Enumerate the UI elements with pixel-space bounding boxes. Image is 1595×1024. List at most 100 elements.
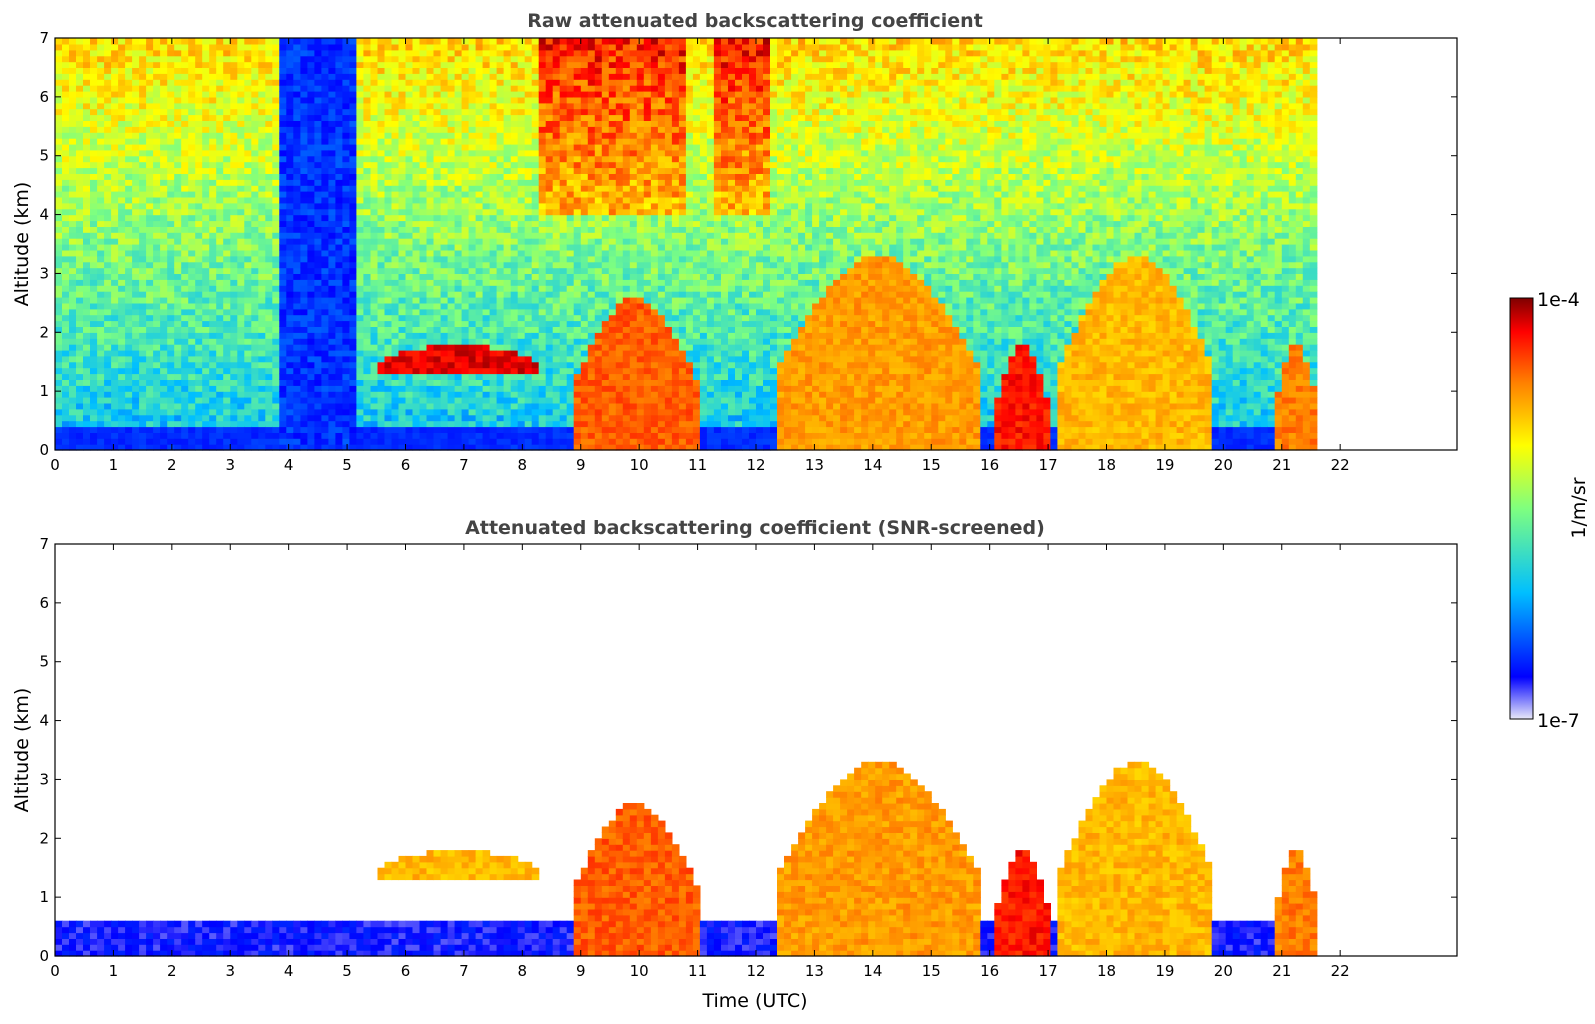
heatmap-cell bbox=[272, 208, 280, 216]
heatmap-cell bbox=[517, 102, 526, 110]
heatmap-cell bbox=[545, 73, 554, 80]
heatmap-cell bbox=[62, 161, 70, 169]
heatmap-cell bbox=[167, 38, 175, 45]
heatmap-cell bbox=[265, 43, 273, 51]
heatmap-cell bbox=[517, 420, 526, 428]
heatmap-cell bbox=[153, 149, 161, 157]
heatmap-cell bbox=[370, 49, 379, 57]
heatmap-cell bbox=[69, 43, 77, 51]
heatmap-cell bbox=[545, 55, 554, 63]
heatmap-cell bbox=[531, 143, 540, 151]
heatmap-cell bbox=[391, 338, 400, 345]
heatmap-cell bbox=[363, 232, 371, 239]
heatmap-cell bbox=[160, 202, 168, 210]
heatmap-cell bbox=[419, 361, 428, 369]
heatmap-cell bbox=[384, 338, 393, 345]
heatmap-cell bbox=[440, 402, 449, 410]
heatmap-cell bbox=[440, 149, 449, 157]
heatmap-cell bbox=[272, 138, 280, 145]
heatmap-cell bbox=[139, 167, 147, 174]
heatmap-cell bbox=[412, 344, 421, 351]
heatmap-cell bbox=[384, 120, 393, 127]
heatmap-cell bbox=[279, 238, 287, 245]
heatmap-cell bbox=[83, 297, 91, 304]
heatmap-cell bbox=[538, 185, 547, 192]
heatmap-cell bbox=[524, 444, 533, 451]
heatmap-cell bbox=[216, 79, 224, 86]
heatmap-cell bbox=[272, 73, 280, 80]
heatmap-cell bbox=[321, 232, 329, 239]
heatmap-cell bbox=[342, 361, 350, 369]
heatmap-cell bbox=[300, 279, 308, 286]
heatmap-cell bbox=[454, 408, 463, 416]
heatmap-cell bbox=[118, 308, 126, 316]
heatmap-cell bbox=[335, 355, 343, 363]
heatmap-cell bbox=[202, 149, 210, 157]
heatmap-cell bbox=[174, 379, 182, 386]
heatmap-cell bbox=[251, 43, 259, 51]
heatmap-cell bbox=[370, 326, 379, 333]
heatmap-cell bbox=[300, 179, 308, 186]
heatmap-cell bbox=[503, 191, 512, 198]
heatmap-cell bbox=[363, 373, 371, 380]
heatmap-cell bbox=[538, 255, 547, 263]
heatmap-cell bbox=[307, 114, 315, 121]
heatmap-cell bbox=[433, 161, 442, 169]
heatmap-cell bbox=[223, 302, 231, 310]
heatmap-cell bbox=[139, 255, 147, 263]
heatmap-cell bbox=[503, 79, 512, 86]
heatmap-cell bbox=[314, 373, 322, 380]
heatmap-cell bbox=[503, 185, 512, 192]
heatmap-cell bbox=[412, 132, 421, 139]
heatmap-cell bbox=[174, 432, 182, 439]
heatmap-cell bbox=[391, 438, 400, 445]
heatmap-cell bbox=[160, 367, 168, 375]
heatmap-cell bbox=[139, 244, 147, 251]
heatmap-cell bbox=[342, 120, 350, 127]
heatmap-cell bbox=[167, 279, 175, 286]
heatmap-cell bbox=[328, 385, 336, 392]
heatmap-cell bbox=[223, 138, 231, 145]
heatmap-cell bbox=[363, 185, 371, 192]
heatmap-cell bbox=[90, 208, 98, 216]
heatmap-cell bbox=[503, 114, 512, 121]
heatmap-cell bbox=[195, 308, 203, 316]
heatmap-cell bbox=[244, 202, 252, 210]
heatmap-cell bbox=[328, 85, 336, 92]
heatmap-cell bbox=[314, 432, 322, 439]
heatmap-cell bbox=[307, 244, 315, 251]
heatmap-cell bbox=[433, 102, 442, 110]
heatmap-cell bbox=[489, 344, 498, 351]
heatmap-cell bbox=[237, 91, 245, 98]
heatmap-cell bbox=[55, 238, 63, 245]
heatmap-cell bbox=[251, 426, 259, 433]
heatmap-cell bbox=[181, 279, 189, 286]
heatmap-cell bbox=[489, 91, 498, 98]
heatmap-cell bbox=[118, 114, 126, 121]
heatmap-cell bbox=[447, 179, 456, 186]
heatmap-cell bbox=[293, 426, 301, 433]
heatmap-cell bbox=[398, 73, 407, 80]
heatmap-cell bbox=[286, 332, 294, 339]
heatmap-cell bbox=[279, 185, 287, 192]
heatmap-cell bbox=[454, 414, 463, 422]
heatmap-cell bbox=[426, 132, 435, 139]
heatmap-cell bbox=[300, 385, 308, 392]
heatmap-cell bbox=[426, 355, 435, 363]
heatmap-cell bbox=[230, 361, 238, 369]
heatmap-cell bbox=[160, 208, 168, 216]
heatmap-cell bbox=[426, 349, 435, 357]
heatmap-cell bbox=[293, 220, 301, 227]
heatmap-cell bbox=[342, 332, 350, 339]
heatmap-cell bbox=[468, 297, 477, 304]
heatmap-cell bbox=[223, 314, 231, 322]
heatmap-cell bbox=[363, 173, 371, 180]
heatmap-cell bbox=[146, 232, 154, 239]
heatmap-cell bbox=[545, 367, 554, 375]
heatmap-cell bbox=[335, 73, 343, 80]
heatmap-cell bbox=[433, 302, 442, 310]
heatmap-cell bbox=[160, 438, 168, 445]
heatmap-cell bbox=[195, 149, 203, 157]
heatmap-cell bbox=[244, 155, 252, 163]
heatmap-cell bbox=[216, 108, 224, 116]
